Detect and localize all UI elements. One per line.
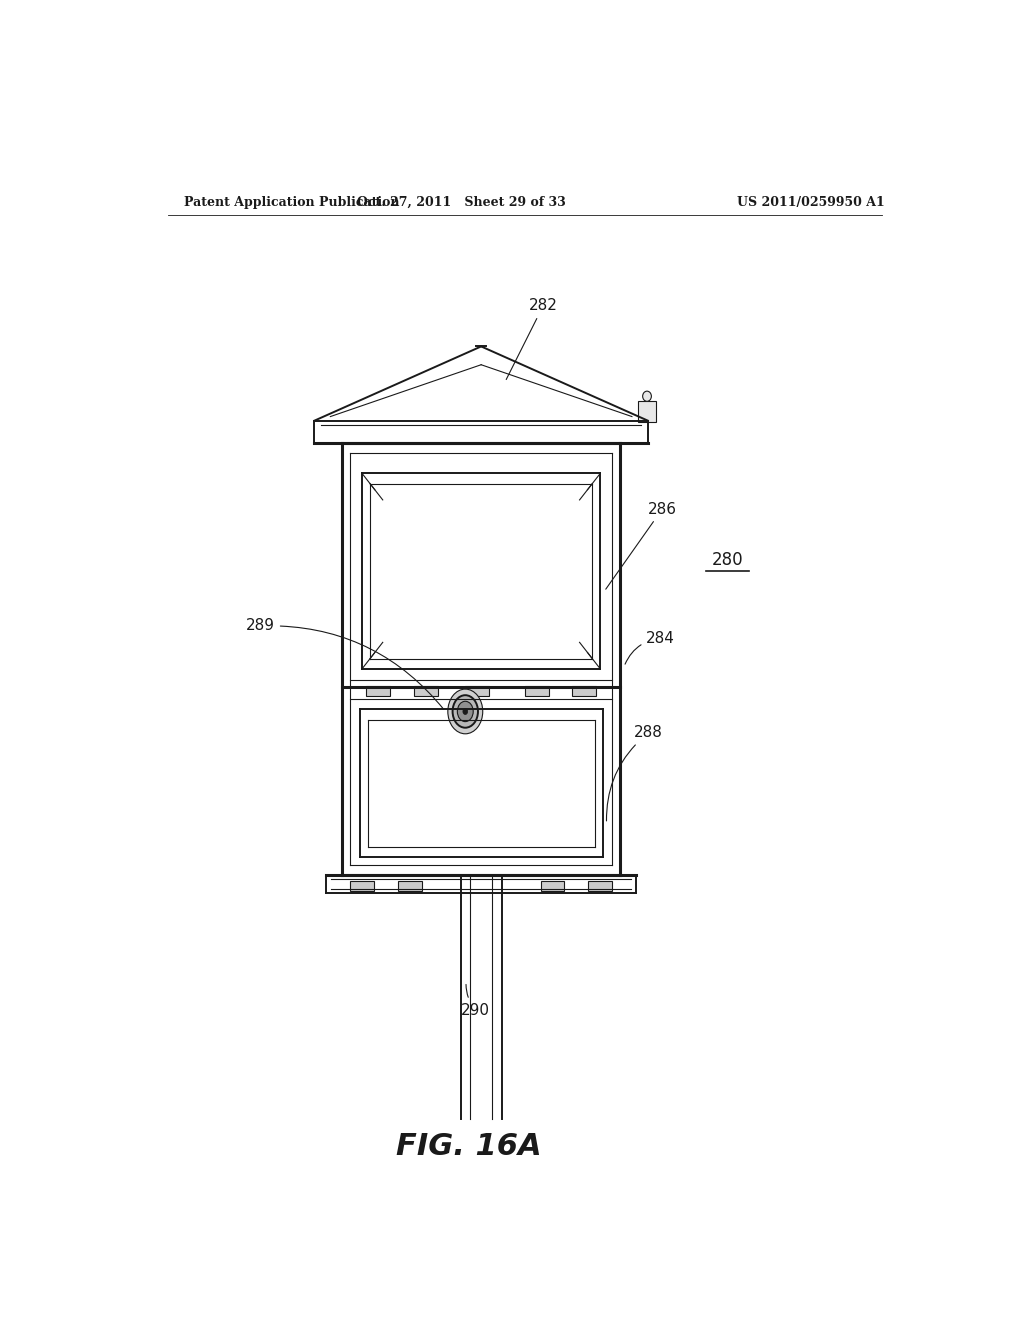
Bar [465,686,489,696]
Text: FIG. 16A: FIG. 16A [396,1131,542,1160]
Text: 280: 280 [712,550,743,569]
Text: Oct. 27, 2011   Sheet 29 of 33: Oct. 27, 2011 Sheet 29 of 33 [357,195,565,209]
Circle shape [447,689,482,734]
Bar [572,686,596,696]
Text: 284: 284 [625,631,675,664]
Bar [541,880,564,891]
Text: 282: 282 [506,298,558,380]
Bar [588,880,612,891]
Circle shape [458,701,473,722]
Text: 289: 289 [246,619,443,709]
Text: Patent Application Publication: Patent Application Publication [183,195,399,209]
Bar [350,880,374,891]
Text: US 2011/0259950 A1: US 2011/0259950 A1 [736,195,885,209]
Text: 288: 288 [606,725,664,821]
Bar [638,401,655,421]
Bar [414,686,437,696]
Bar [524,686,549,696]
Bar [397,880,422,891]
Text: 290: 290 [461,985,490,1018]
Ellipse shape [643,391,651,401]
Bar [367,686,390,696]
Text: 286: 286 [606,502,677,589]
Circle shape [453,696,478,727]
Circle shape [463,709,468,714]
